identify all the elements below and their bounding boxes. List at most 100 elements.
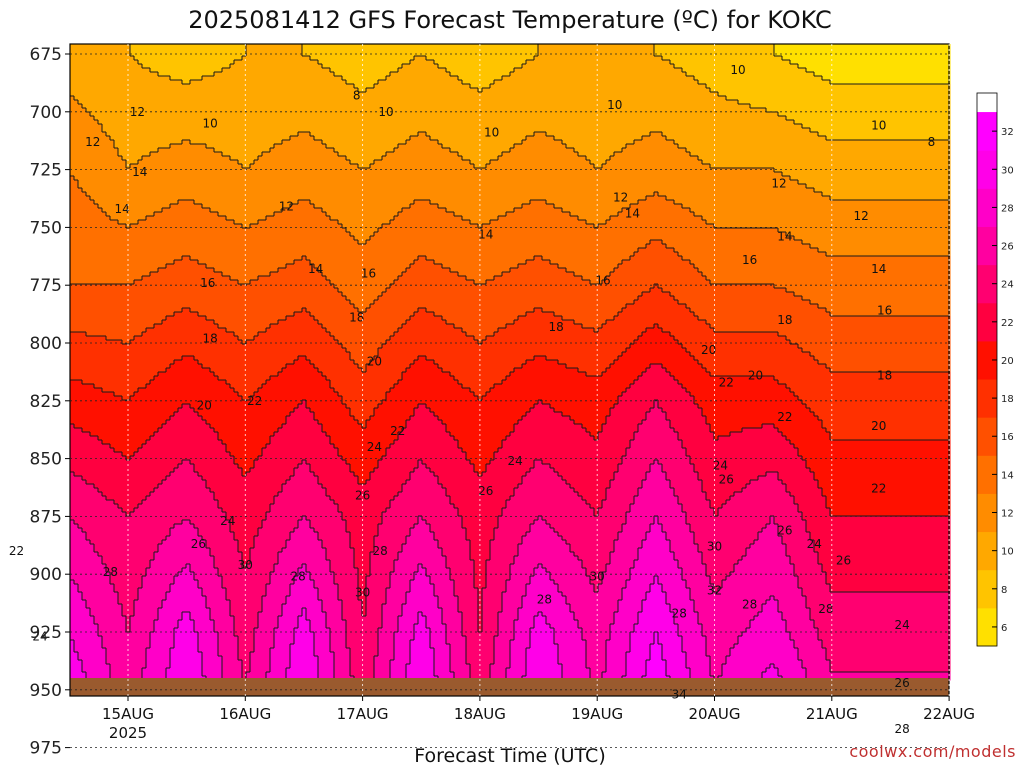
heat-cell [290,92,295,97]
heat-cell [366,104,371,109]
heat-cell [370,96,375,101]
heat-cell [398,116,403,121]
heat-cell [934,48,939,53]
heat-cell [170,48,175,53]
heat-cell [130,84,135,89]
heat-cell [946,124,951,129]
heat-cell [542,72,547,77]
heat-cell [886,128,891,133]
heat-cell [194,132,199,137]
heat-cell [750,128,755,133]
heat-cell [418,56,423,61]
heat-cell [466,68,471,73]
heat-cell [726,128,731,133]
heat-cell [346,88,351,93]
heat-cell [446,92,451,97]
heat-cell [194,60,199,65]
heat-cell [842,124,847,129]
heat-cell [402,76,407,81]
heat-cell [498,68,503,73]
heat-cell [570,100,575,105]
heat-cell [818,68,823,73]
heat-cell [690,132,695,137]
heat-cell [942,112,947,117]
heat-cell [434,72,439,77]
heat-cell [878,100,883,105]
heat-cell [370,88,375,93]
heat-cell [594,76,599,81]
heat-cell [290,76,295,81]
heat-cell [910,48,915,53]
heat-cell [250,64,255,69]
heat-cell [726,44,731,49]
heat-cell [114,104,119,109]
heat-cell [442,96,447,101]
heat-cell [430,68,435,73]
heat-cell [170,124,175,129]
heat-cell [654,120,659,125]
heat-cell [190,120,195,125]
heat-cell [74,44,79,49]
heat-cell [926,116,931,121]
heat-cell [370,68,375,73]
heat-cell [866,112,871,117]
heat-cell [698,104,703,109]
heat-cell [826,104,831,109]
heat-cell [450,76,455,81]
heat-cell [910,96,915,101]
heat-cell [210,76,215,81]
heat-cell [898,68,903,73]
heat-cell [346,76,351,81]
heat-cell [222,68,227,73]
heat-cell [518,96,523,101]
heat-cell [226,104,231,109]
heat-cell [162,56,167,61]
heat-cell [634,120,639,125]
heat-cell [814,124,819,129]
heat-cell [114,80,119,85]
heat-cell [546,80,551,85]
heat-cell [618,72,623,77]
heat-cell [818,112,823,117]
heat-cell [370,80,375,85]
heat-cell [354,128,359,133]
heat-cell [542,60,547,65]
heat-cell [286,120,291,125]
heat-cell [274,56,279,61]
heat-cell [738,116,743,121]
heat-cell [254,104,259,109]
heat-cell [286,100,291,105]
heat-cell [270,116,275,121]
heat-cell [866,92,871,97]
heat-cell [674,76,679,81]
heat-cell [646,60,651,65]
heat-cell [178,44,183,49]
heat-cell [282,128,287,133]
heat-cell [354,112,359,117]
heat-cell [646,68,651,73]
heat-cell [334,76,339,81]
heat-cell [266,44,271,49]
heat-cell [590,88,595,93]
heat-cell [858,44,863,49]
heat-cell [862,84,867,89]
heat-cell [882,48,887,53]
heat-cell [642,100,647,105]
heat-cell [762,68,767,73]
heat-cell [182,128,187,133]
heat-cell [358,60,363,65]
heat-cell [782,68,787,73]
heat-cell [338,120,343,125]
heat-cell [738,96,743,101]
heat-cell [510,96,515,101]
heat-cell [162,76,167,81]
heat-cell [602,64,607,69]
heat-cell [910,44,915,49]
heat-cell [90,120,95,125]
heat-cell [654,72,659,77]
heat-cell [630,128,635,133]
heat-cell [202,80,207,85]
heat-cell [690,48,695,53]
heat-cell [590,92,595,97]
heat-cell [418,60,423,65]
